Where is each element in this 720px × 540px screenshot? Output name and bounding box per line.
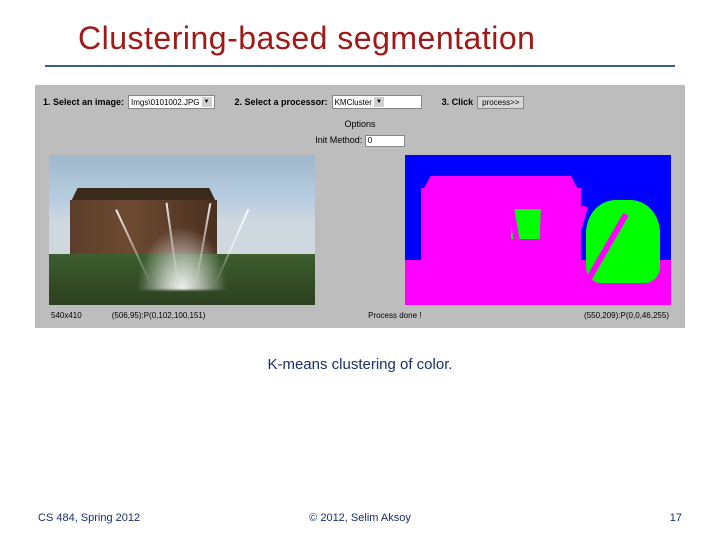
footer-copyright: © 2012, Selim Aksoy bbox=[253, 512, 468, 524]
slide-title: Clustering-based segmentation bbox=[0, 0, 720, 65]
image-dropdown[interactable]: Imgs\0101002.JPG ▼ bbox=[128, 95, 214, 109]
options-label: Options bbox=[43, 119, 677, 129]
title-underline bbox=[45, 65, 675, 67]
status-coord-right: (550,209):P(0,0,46,255) bbox=[584, 311, 669, 320]
caption: K-means clustering of color. bbox=[0, 356, 720, 373]
init-method-input[interactable]: 0 bbox=[365, 135, 405, 147]
status-dims: 540x410 bbox=[51, 311, 82, 320]
status-row: 540x410 (506,95):P(0,102,100,151) Proces… bbox=[43, 305, 677, 320]
label-select-processor: 2. Select a processor: bbox=[235, 97, 328, 107]
status-coord-left: (506,95):P(0,102,100,151) bbox=[112, 311, 206, 320]
footer: CS 484, Spring 2012 © 2012, Selim Aksoy … bbox=[0, 512, 720, 524]
footer-course: CS 484, Spring 2012 bbox=[38, 512, 253, 524]
processor-dropdown-value: KMCluster bbox=[335, 98, 372, 107]
label-click: 3. Click bbox=[442, 97, 474, 107]
processor-dropdown[interactable]: KMCluster ▼ bbox=[332, 95, 422, 109]
label-select-image: 1. Select an image: bbox=[43, 97, 124, 107]
source-image bbox=[49, 155, 315, 305]
chevron-down-icon: ▼ bbox=[202, 97, 212, 107]
image-dropdown-value: Imgs\0101002.JPG bbox=[131, 98, 199, 107]
segmented-image bbox=[405, 155, 671, 305]
process-button[interactable]: process>> bbox=[477, 96, 524, 109]
controls-row: 1. Select an image: Imgs\0101002.JPG ▼ 2… bbox=[43, 95, 677, 109]
app-panel: 1. Select an image: Imgs\0101002.JPG ▼ 2… bbox=[35, 85, 685, 328]
init-label: Init Method: bbox=[315, 135, 362, 145]
status-process: Process done ! bbox=[368, 311, 421, 320]
chevron-down-icon: ▼ bbox=[374, 97, 384, 107]
images-row bbox=[43, 155, 677, 305]
footer-page: 17 bbox=[467, 512, 682, 524]
init-row: Init Method: 0 bbox=[43, 135, 677, 147]
